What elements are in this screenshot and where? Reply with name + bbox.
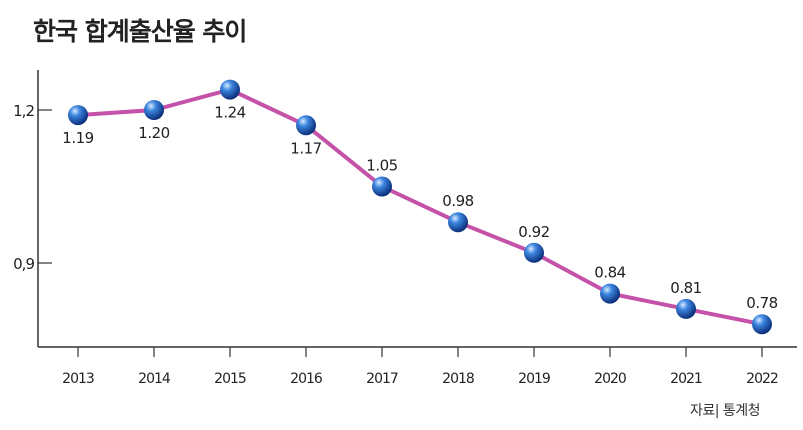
data-label: 0.84: [594, 264, 625, 282]
y-tick-label: 0,9: [13, 255, 34, 273]
x-tick-label: 2021: [670, 371, 702, 387]
data-label: 0.98: [442, 192, 473, 210]
data-point: [220, 79, 240, 100]
x-tick-label: 2016: [290, 371, 323, 387]
x-tick-label: 2019: [518, 371, 550, 387]
data-point: [296, 115, 316, 136]
x-tick-label: 2014: [138, 371, 171, 387]
x-tick-label: 2015: [214, 371, 246, 387]
chart-title: 한국 합계출산율 추이: [33, 17, 247, 46]
data-label: 1.17: [290, 139, 321, 157]
data-label: 0.78: [746, 294, 777, 312]
x-tick-label: 2022: [746, 371, 778, 387]
x-tick-label: 2017: [366, 371, 398, 387]
data-point: [600, 283, 620, 304]
data-label: 1.20: [138, 124, 169, 142]
data-label: 1.19: [62, 129, 93, 147]
x-tick-label: 2018: [442, 371, 474, 387]
x-tick-label: 2020: [594, 371, 626, 387]
data-point: [372, 176, 392, 197]
source-note: 자료| 통계청: [690, 403, 761, 419]
data-label: 0.81: [670, 279, 701, 297]
data-label: 1.24: [214, 104, 245, 122]
data-point: [524, 242, 544, 263]
y-tick-label: 1,2: [13, 102, 34, 120]
data-label: 0.92: [518, 223, 549, 241]
data-point: [752, 314, 772, 335]
data-point: [676, 298, 696, 319]
data-point: [448, 212, 468, 233]
data-point: [144, 100, 164, 120]
data-point: [68, 105, 88, 126]
series-line: [77, 87, 763, 327]
data-label: 1.05: [366, 157, 397, 175]
x-tick-label: 2013: [62, 371, 94, 387]
